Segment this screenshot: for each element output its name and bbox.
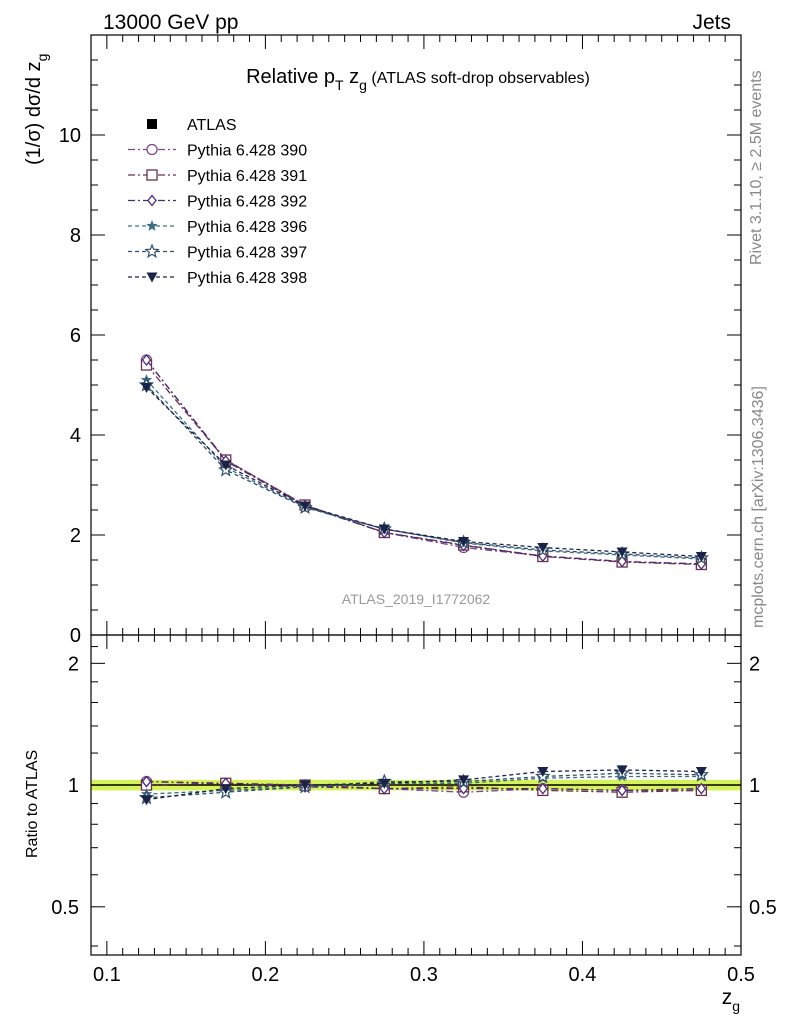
legend-item: Pythia 6.428 391: [128, 168, 307, 185]
header-left: 13000 GeV pp: [103, 11, 238, 34]
series-line: [146, 387, 702, 558]
x-axis-label: zg: [722, 986, 740, 1014]
ratio-series-line: [146, 772, 702, 799]
title-sub: T: [335, 77, 344, 93]
ratio-plot-frame: [90, 634, 742, 956]
ratio-point: [537, 782, 548, 795]
ratio-point: [696, 782, 707, 795]
main-ylabel-sub: g: [34, 54, 50, 62]
ratio-point: [695, 767, 707, 778]
main-y-tick-label: 10: [59, 125, 81, 147]
data-point: [537, 543, 549, 553]
header-right: Jets: [692, 11, 731, 34]
main-y-tick-label: 8: [70, 225, 81, 247]
ratio-y-tick-label: 1: [68, 775, 79, 797]
legend-item: Pythia 6.428 390: [128, 143, 307, 160]
ratio-series: [138, 765, 710, 806]
ratio-series-pythia-6428-398: [140, 765, 707, 806]
data-point: [616, 547, 628, 558]
ratio-series-line: [146, 780, 702, 792]
ratio-y-tick-label: 0.5: [51, 897, 79, 919]
title-main: Relative p: [246, 66, 335, 88]
x-tick-label: 0.1: [93, 964, 121, 986]
ratio-point: [140, 795, 152, 806]
data-point: [141, 353, 152, 367]
legend-item: Pythia 6.428 397: [128, 243, 307, 262]
ratio-series-line: [146, 769, 702, 801]
title-var: z: [344, 66, 360, 88]
ratio-point: [617, 784, 627, 797]
legend-item: Pythia 6.428 398: [128, 270, 307, 287]
legend-marker: [144, 243, 160, 259]
ratio-ticks: 0.1 0.2 0.3 0.4 0.5 0.5 0.5 1 1 2 2: [51, 635, 777, 986]
x-axis-label-text: z: [722, 986, 733, 1009]
ratio-point: [458, 775, 470, 786]
x-tick-label: 0.2: [251, 964, 279, 986]
legend-item: Pythia 6.428 392: [128, 194, 307, 211]
ratio-point: [378, 778, 390, 789]
legend-label: Pythia 6.428 391: [187, 168, 307, 185]
main-y-tick-label: 2: [70, 525, 81, 547]
ratio-y-tick-label-right: 2: [749, 653, 760, 675]
series-line: [145, 359, 702, 565]
data-point: [617, 555, 627, 568]
x-tick-label: 0.4: [569, 964, 597, 986]
main-y-tick-label: 0: [70, 625, 81, 647]
legend-marker: [146, 220, 158, 231]
title-var-sub: g: [359, 77, 367, 93]
main-y-tick-label: 6: [70, 325, 81, 347]
legend-item: ATLAS: [147, 117, 237, 134]
legend-marker: [147, 194, 157, 207]
legend-label: Pythia 6.428 398: [187, 270, 307, 287]
main-series: [138, 353, 710, 571]
series-line: [146, 379, 702, 560]
data-point: [220, 460, 232, 471]
main-y-tick-label: 4: [70, 425, 81, 447]
legend-marker: [146, 143, 158, 156]
ratio-point: [537, 767, 549, 778]
ratio-point: [299, 780, 311, 791]
rivet-label: Rivet 3.1.10, ≥ 2.5M events: [748, 70, 765, 265]
ratio-series-line: [146, 775, 702, 795]
mcplots-label: mcplots.cern.ch [arXiv:1306.3436]: [750, 386, 767, 628]
data-point: [458, 537, 470, 547]
legend-marker: [146, 169, 158, 181]
data-point: [695, 552, 707, 562]
legend-label: Pythia 6.428 396: [187, 219, 307, 236]
analysis-id: ATLAS_2019_I1772062: [342, 591, 491, 607]
ratio-y-tick-label-right: 1: [749, 775, 760, 797]
ratio-point: [616, 765, 628, 776]
data-point: [378, 524, 390, 535]
ratio-point: [141, 775, 152, 788]
legend-label: Pythia 6.428 397: [187, 245, 307, 262]
main-ylabel: (1/σ) dσ/d zg: [23, 54, 50, 165]
legend-label: Pythia 6.428 390: [187, 143, 307, 160]
ratio-y-tick-label: 2: [68, 653, 79, 675]
data-point: [140, 383, 152, 393]
legend-marker: [147, 119, 157, 129]
legend-item: Pythia 6.428 396: [128, 219, 307, 236]
x-tick-label: 0.3: [410, 964, 438, 986]
legend: ATLAS Pythia 6.428 390 Pythia 6.428 391 Pyt…: [128, 117, 307, 287]
main-ylabel-text: (1/σ) dσ/d z: [23, 61, 45, 165]
ratio-y-tick-label-right: 0.5: [749, 897, 777, 919]
title-tail: (ATLAS soft-drop observables): [367, 70, 590, 87]
legend-label: Pythia 6.428 392: [187, 194, 307, 211]
chart-title: Relative pT zg (ATLAS soft-drop observab…: [246, 66, 590, 93]
ratio-point: [220, 784, 232, 795]
legend-marker: [146, 272, 158, 283]
data-point: [299, 501, 311, 512]
legend-label: ATLAS: [187, 117, 237, 134]
series-pythia-6428-398: [140, 383, 707, 562]
x-tick-label: 0.5: [727, 964, 755, 986]
ratio-ylabel: Ratio to ATLAS: [24, 750, 41, 858]
series-line: [146, 384, 702, 559]
x-axis-label-sub: g: [732, 998, 740, 1014]
